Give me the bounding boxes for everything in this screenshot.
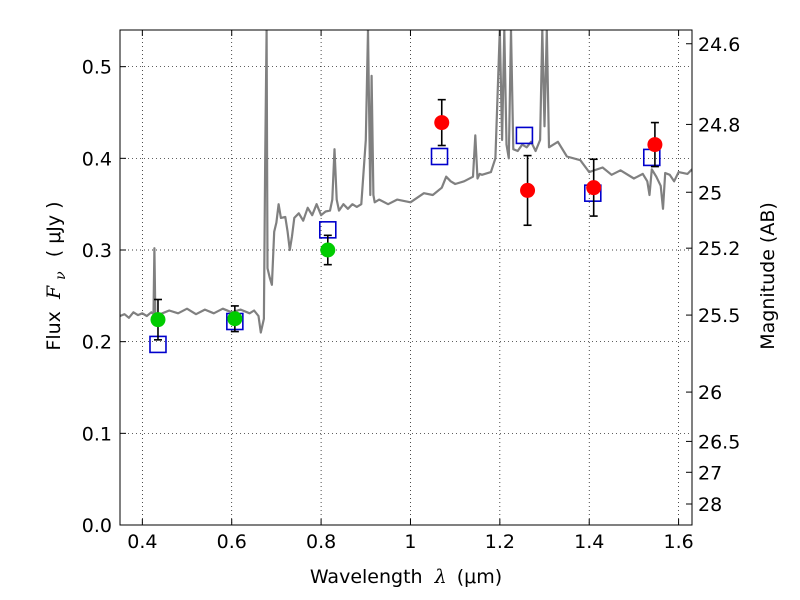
- observed-point-marker: [227, 311, 243, 327]
- x-tick-label: 1.6: [663, 531, 693, 553]
- plot-area: [120, 30, 692, 354]
- spectrum-line: [120, 30, 692, 334]
- y2-tick-label: 26: [698, 382, 722, 404]
- x-tick-label: 1: [404, 531, 416, 553]
- y-tick-label: 0.5: [82, 57, 112, 79]
- observed-point-marker: [320, 242, 336, 258]
- y2-tick-label: 26.5: [698, 431, 740, 453]
- y2-tick-label: 25.2: [698, 238, 740, 260]
- x-tick-label: 0.4: [127, 531, 157, 553]
- y-tick-label: 0.0: [82, 515, 112, 537]
- x-axis-label-symbol: λ: [434, 566, 447, 588]
- y-axis-label-text: Flux: [43, 311, 65, 351]
- model-square-marker: [642, 148, 661, 167]
- x-tick-label: 0.6: [217, 531, 247, 553]
- observed-point-marker: [647, 137, 663, 153]
- model-square-marker: [515, 126, 534, 145]
- y2-tick-label: 25: [698, 182, 722, 204]
- y-tick-label: 0.3: [82, 240, 112, 262]
- x-tick-label: 1.4: [574, 531, 604, 553]
- observed-point-marker: [586, 180, 602, 196]
- y2-tick-label: 28: [698, 494, 722, 516]
- plot-frame: [119, 29, 693, 526]
- spectrum-layer: [120, 30, 692, 334]
- observed-point-marker: [520, 182, 536, 198]
- y2-tick-label: 27: [698, 462, 722, 484]
- observed-point-marker: [150, 312, 166, 328]
- model-square-marker: [430, 147, 449, 166]
- y-axis-label: Flux F ν ( μJy ): [43, 201, 70, 350]
- y2-tick-label: 25.5: [698, 305, 740, 327]
- x-axis-label: Wavelength λ (μm): [310, 566, 502, 588]
- y-tick-label: 0.1: [82, 423, 112, 445]
- y2-tick-label: 24.8: [698, 114, 740, 136]
- observed-point-marker: [434, 115, 450, 131]
- y2-tick-label: 24.6: [698, 34, 740, 56]
- x-axis-label-unit: (μm): [457, 566, 502, 588]
- grid: [120, 30, 692, 526]
- y-tick-label: 0.2: [82, 332, 112, 354]
- x-tick-label: 0.8: [306, 531, 336, 553]
- y-axis-label-symbol: F: [43, 285, 65, 300]
- axis-ticks: 0.4 0.6 0.8 1 1.2 1.4 1.6 0.0 0.1 0.2 0.3 0.4 0.5 24.…: [82, 30, 740, 553]
- x-axis-label-text: Wavelength: [310, 566, 423, 588]
- y-axis-label-subscript: ν: [53, 271, 69, 280]
- y2-axis-label: Magnitude (AB): [757, 202, 779, 350]
- y-axis-label-unit: ( μJy ): [43, 201, 65, 257]
- x-tick-label: 1.2: [485, 531, 515, 553]
- points-layer: [149, 98, 663, 354]
- y-tick-label: 0.4: [82, 148, 112, 170]
